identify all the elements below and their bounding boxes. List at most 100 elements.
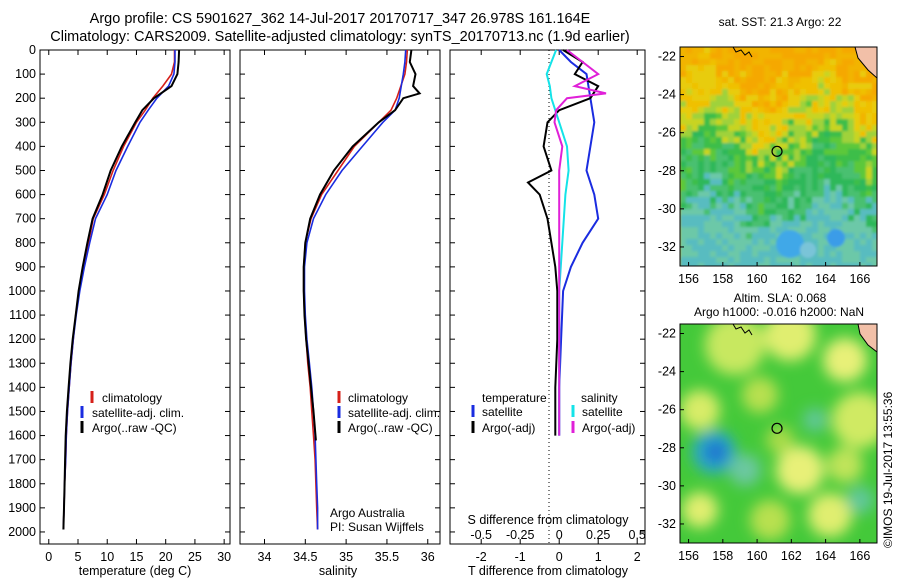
sst-cell <box>830 119 836 125</box>
sst-cell <box>722 131 728 137</box>
sst-cell <box>818 263 824 266</box>
series-line-temperature-argo-adj <box>526 49 600 436</box>
sst-cell <box>758 227 764 233</box>
y-tick-label: 2000 <box>8 525 36 539</box>
sst-cell <box>758 137 764 143</box>
sst-cell <box>806 53 812 59</box>
sst-cell <box>812 131 818 137</box>
sst-cell <box>782 65 788 71</box>
sst-cell <box>830 149 836 155</box>
coastline-land <box>854 47 877 79</box>
sst-cell <box>794 95 800 101</box>
sst-cell <box>752 221 758 227</box>
sst-cell <box>686 197 692 203</box>
sst-cell <box>764 119 770 125</box>
sst-cell <box>848 47 854 53</box>
sst-cell <box>740 215 746 221</box>
argo-float-marker <box>771 422 783 434</box>
sst-cell <box>758 155 764 161</box>
lon-tick-label: 166 <box>849 549 870 563</box>
sst-cell <box>776 59 782 65</box>
sst-cell <box>854 113 860 119</box>
sst-cell <box>752 101 758 107</box>
sst-cell <box>686 185 692 191</box>
sst-cell <box>710 233 716 239</box>
sst-cell <box>842 191 848 197</box>
sst-cell <box>776 167 782 173</box>
sst-cell <box>782 47 788 53</box>
sst-cell <box>764 161 770 167</box>
sst-cell <box>752 119 758 125</box>
sst-cell <box>692 263 698 266</box>
sst-cell <box>680 131 686 137</box>
sst-cell <box>836 167 842 173</box>
sst-cell <box>680 107 686 113</box>
sst-cell <box>800 233 806 239</box>
sst-cell <box>800 137 806 143</box>
sst-cell <box>818 71 824 77</box>
sst-cell <box>818 59 824 65</box>
sst-cell <box>806 179 812 185</box>
sst-cell <box>680 143 686 149</box>
series-line-argo-raw-qc <box>302 49 422 441</box>
sst-cell <box>842 77 848 83</box>
lat-tick-label: -24 <box>658 88 676 102</box>
sst-cell <box>746 227 752 233</box>
y-tick-label: 600 <box>15 188 36 202</box>
sst-cell <box>764 77 770 83</box>
sst-cell <box>752 59 758 65</box>
sst-cell <box>764 107 770 113</box>
sst-cell <box>758 167 764 173</box>
sst-cell <box>764 179 770 185</box>
sst-cell <box>716 167 722 173</box>
sst-cell <box>860 161 866 167</box>
sst-cell <box>830 113 836 119</box>
sst-cell <box>812 95 818 101</box>
sst-cell <box>740 59 746 65</box>
sst-cell <box>782 89 788 95</box>
sst-cell <box>692 131 698 137</box>
sst-cell <box>854 95 860 101</box>
sst-cell <box>830 53 836 59</box>
sst-cell <box>698 227 704 233</box>
sst-cell <box>764 251 770 257</box>
series-line-temperature-satellite <box>558 49 600 436</box>
x-tick-label: 34 <box>258 550 272 564</box>
sst-cell <box>836 155 842 161</box>
sst-cell <box>788 65 794 71</box>
sst-cell <box>758 215 764 221</box>
sst-cell <box>704 113 710 119</box>
sst-cell <box>734 257 740 263</box>
sst-cell <box>842 167 848 173</box>
temperature-series <box>62 49 181 530</box>
sst-cell <box>812 77 818 83</box>
sst-cell <box>830 95 836 101</box>
sst-cell <box>746 125 752 131</box>
lat-tick-label: -22 <box>658 50 676 64</box>
sst-cell <box>818 251 824 257</box>
sst-cell <box>752 149 758 155</box>
sst-cell <box>728 227 734 233</box>
sst-cell <box>746 191 752 197</box>
sst-cell <box>824 209 830 215</box>
sla-anomaly-blob <box>827 447 863 483</box>
sst-cell <box>692 173 698 179</box>
sst-cell <box>746 185 752 191</box>
sst-cell <box>848 191 854 197</box>
sst-cell <box>692 245 698 251</box>
sst-cell <box>716 257 722 263</box>
sst-cell <box>782 83 788 89</box>
sst-cell <box>836 71 842 77</box>
sst-cell <box>698 113 704 119</box>
sst-cell <box>746 71 752 77</box>
sst-cell <box>734 113 740 119</box>
sst-cell <box>782 203 788 209</box>
sst-cell <box>860 119 866 125</box>
sst-cell <box>848 179 854 185</box>
sst-cell <box>698 143 704 149</box>
sst-cell <box>788 215 794 221</box>
sst-cell <box>842 107 848 113</box>
sst-cell <box>812 257 818 263</box>
sst-cell <box>860 251 866 257</box>
sst-cell <box>830 245 836 251</box>
